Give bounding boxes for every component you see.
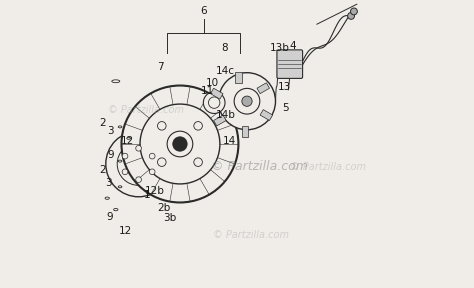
Circle shape	[149, 153, 155, 159]
Text: 4: 4	[289, 41, 296, 51]
Text: 7: 7	[157, 62, 164, 72]
Ellipse shape	[118, 126, 122, 128]
Bar	[235, 72, 242, 83]
Circle shape	[122, 169, 128, 175]
Ellipse shape	[118, 160, 122, 162]
Text: 12: 12	[120, 136, 134, 146]
Circle shape	[140, 104, 220, 184]
Circle shape	[136, 145, 141, 151]
Text: 10: 10	[206, 78, 219, 88]
Text: 3: 3	[107, 126, 113, 136]
Bar	[260, 110, 273, 120]
Text: 11: 11	[201, 86, 214, 96]
Text: 2b: 2b	[158, 203, 171, 213]
Ellipse shape	[112, 80, 120, 83]
Bar	[214, 115, 226, 126]
Bar	[210, 88, 223, 99]
Bar	[257, 83, 270, 94]
Text: 13: 13	[277, 82, 291, 92]
Text: 12b: 12b	[145, 186, 164, 196]
Text: 14c: 14c	[216, 66, 235, 76]
Circle shape	[157, 158, 166, 166]
Circle shape	[173, 137, 187, 151]
Circle shape	[149, 169, 155, 175]
Circle shape	[234, 88, 260, 114]
Circle shape	[117, 143, 160, 185]
Circle shape	[167, 131, 193, 157]
Text: 3b: 3b	[164, 213, 177, 223]
Circle shape	[157, 122, 166, 130]
Text: 2: 2	[100, 118, 106, 128]
Circle shape	[194, 122, 202, 130]
Text: © Partzilla.com: © Partzilla.com	[211, 160, 308, 173]
Circle shape	[130, 156, 147, 173]
Text: 1: 1	[144, 190, 150, 200]
Ellipse shape	[127, 137, 130, 139]
Circle shape	[122, 153, 128, 159]
Circle shape	[136, 177, 141, 183]
Text: 6: 6	[201, 6, 207, 16]
Text: © Partzilla.com: © Partzilla.com	[290, 162, 366, 172]
Text: 13b: 13b	[270, 43, 290, 54]
Text: 2: 2	[99, 165, 106, 175]
Text: 14b: 14b	[216, 111, 236, 120]
Circle shape	[203, 92, 225, 113]
Bar	[242, 126, 248, 137]
Circle shape	[209, 97, 220, 108]
Circle shape	[194, 158, 202, 166]
Ellipse shape	[114, 209, 118, 211]
Text: © Partzilla.com: © Partzilla.com	[108, 105, 184, 115]
Text: 8: 8	[221, 43, 228, 54]
Text: 12: 12	[119, 226, 132, 236]
FancyBboxPatch shape	[277, 50, 302, 78]
Text: © Partzilla.com: © Partzilla.com	[213, 230, 289, 240]
Text: 3: 3	[105, 177, 112, 187]
Text: 9: 9	[107, 212, 113, 222]
Circle shape	[242, 96, 252, 106]
Ellipse shape	[118, 186, 122, 188]
Text: 9: 9	[108, 150, 114, 160]
Circle shape	[347, 12, 355, 19]
Text: 5: 5	[282, 103, 289, 113]
Circle shape	[219, 73, 275, 130]
Text: 14: 14	[223, 136, 237, 146]
Circle shape	[121, 86, 238, 202]
Ellipse shape	[105, 197, 109, 199]
Circle shape	[350, 8, 357, 15]
Circle shape	[106, 131, 172, 197]
